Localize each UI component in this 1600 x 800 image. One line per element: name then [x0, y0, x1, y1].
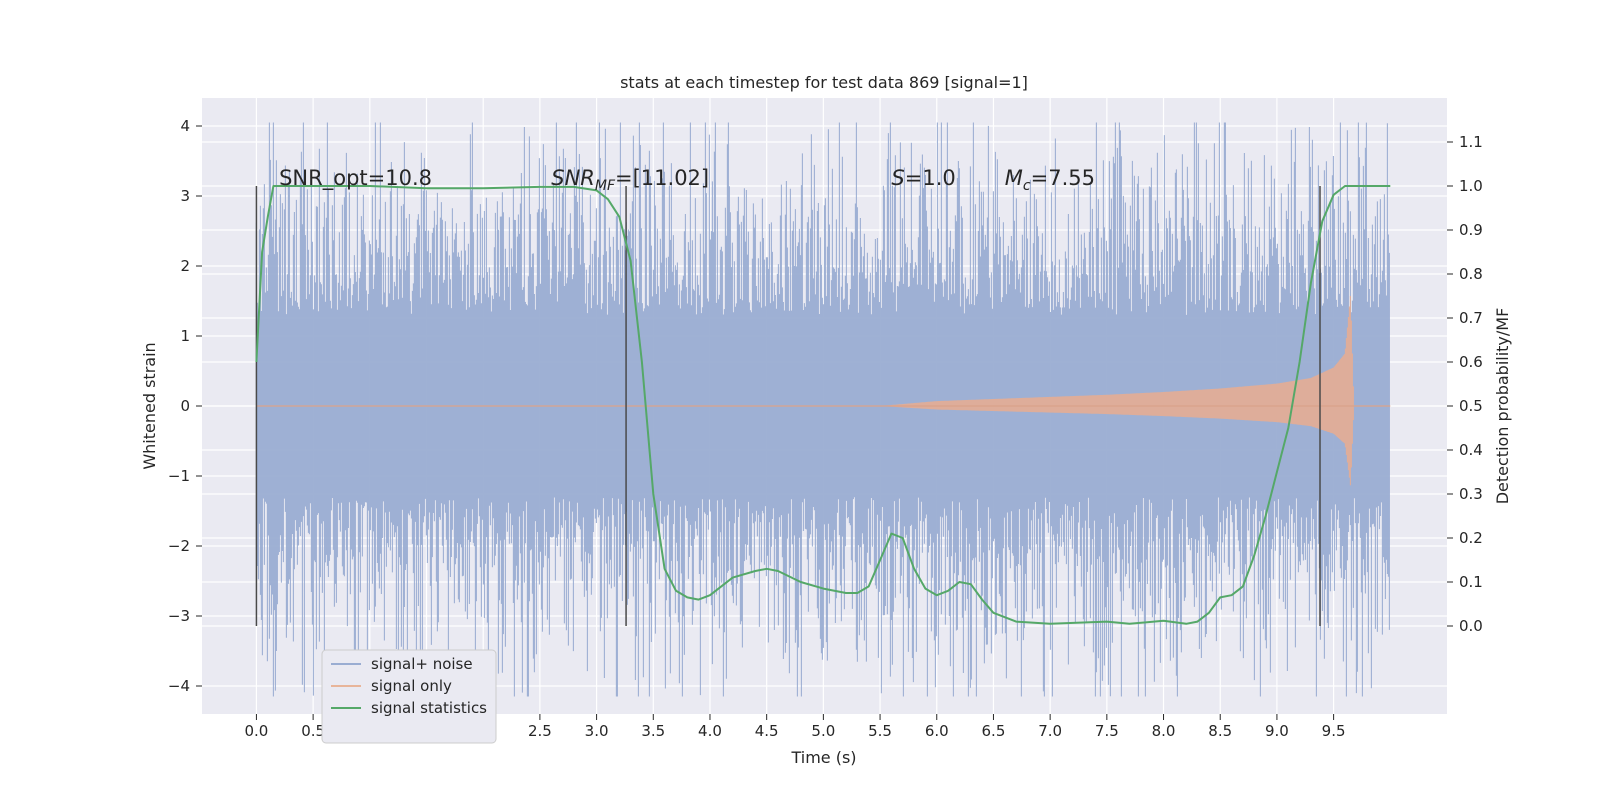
y-tick-label: 4 [180, 117, 190, 135]
x-tick-label: 5.5 [868, 722, 892, 740]
legend-label-signal-statistics: signal statistics [371, 699, 487, 717]
legend-label-signal-only: signal only [371, 677, 452, 695]
annotation: Mc=7.55 [1005, 166, 1095, 194]
statistics-line [255, 185, 1391, 625]
x-tick-label: 0.5 [301, 722, 325, 740]
x-tick-label: 3.0 [585, 722, 609, 740]
y-tick-label: −2 [168, 537, 190, 555]
y-tick-label: 0 [180, 397, 190, 415]
y-tick-label: 2 [180, 257, 190, 275]
chart-title: stats at each timestep for test data 869… [620, 73, 1028, 92]
y2-tick-label: 0.1 [1459, 573, 1483, 591]
x-tick-label: 9.0 [1265, 722, 1289, 740]
x-tick-label: 9.5 [1322, 722, 1346, 740]
y2-tick-label: 1.1 [1459, 133, 1483, 151]
legend: signal+ noise signal only signal statist… [321, 649, 497, 744]
x-tick-label: 6.0 [925, 722, 949, 740]
x-axis-label: Time (s) [790, 748, 856, 767]
x-tick-label: 3.5 [641, 722, 665, 740]
x-tick-label: 0.0 [244, 722, 268, 740]
y-tick-label: 1 [180, 327, 190, 345]
x-tick-label: 8.5 [1208, 722, 1232, 740]
y-axis-label: Whitened strain [140, 342, 159, 469]
y2-tick-label: 0.9 [1459, 221, 1483, 239]
series-signal-statistics [255, 185, 1391, 625]
x-tick-label: 4.0 [698, 722, 722, 740]
vertical-markers [255, 186, 1321, 626]
legend-label-signal-noise: signal+ noise [371, 655, 473, 673]
x-tick-label: 7.5 [1095, 722, 1119, 740]
y2-tick-label: 0.8 [1459, 265, 1483, 283]
y-tick-label: −1 [168, 467, 190, 485]
y2-tick-label: 1.0 [1459, 177, 1483, 195]
annotation: SNRMF=[11.02] [551, 166, 709, 194]
y2-tick-label: 0.7 [1459, 309, 1483, 327]
y2-tick-label: 0.6 [1459, 353, 1483, 371]
y2-tick-label: 0.2 [1459, 529, 1483, 547]
y2-tick-label: 0.3 [1459, 485, 1483, 503]
x-tick-label: 4.5 [755, 722, 779, 740]
legend-box [321, 649, 497, 744]
x-tick-label: 2.5 [528, 722, 552, 740]
y2-tick-label: 0.5 [1459, 397, 1483, 415]
annotations: SNR_opt=10.8 SNRMF=[11.02] S=1.0 Mc=7.55 [279, 166, 1095, 194]
y2-axis-label: Detection probability/MF [1493, 308, 1512, 505]
y-tick-label: −4 [168, 677, 190, 695]
annotation: SNR_opt=10.8 [279, 166, 432, 191]
x-tick-label: 7.0 [1038, 722, 1062, 740]
series-signal-only [256, 296, 1391, 486]
y-tick-label: 3 [180, 187, 190, 205]
y-tick-label: −3 [168, 607, 190, 625]
x-tick-label: 8.0 [1152, 722, 1176, 740]
x-tick-label: 6.5 [982, 722, 1006, 740]
y2-tick-label: 0.4 [1459, 441, 1483, 459]
annotation: S=1.0 [891, 166, 955, 190]
x-tick-label: 5.0 [811, 722, 835, 740]
y2-tick-label: 0.0 [1459, 617, 1483, 635]
